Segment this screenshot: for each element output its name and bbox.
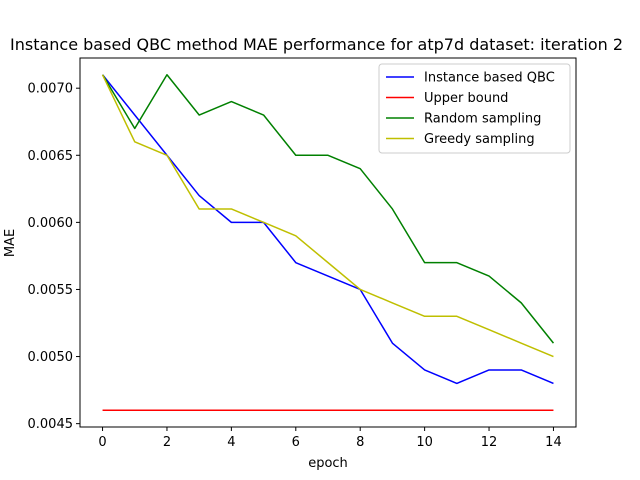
x-tick-label: 4 [227,435,235,450]
series-line-instance-based-qbc [101,74,554,385]
series-group [101,74,555,411]
y-tick-label: 0.0060 [28,216,74,231]
legend: Instance based QBC Upper bound Random samp… [378,63,571,154]
y-tick-label: 0.0065 [28,149,74,164]
x-tick-label: 12 [481,435,498,450]
y-axis-label: MAE [3,229,18,257]
series-line-greedy-sampling [101,74,554,358]
y-axis-ticks: 0.0045 0.0050 0.0055 0.0060 0.0065 0.0070 [28,82,80,432]
legend-label-instance-based-qbc: Instance based QBC [424,71,555,86]
y-tick-label: 0.0070 [28,82,74,97]
series-line-random-sampling [101,74,555,344]
chart-title: Instance based QBC method MAE performanc… [10,35,623,54]
y-tick-label: 0.0045 [28,417,74,432]
x-tick-label: 2 [163,435,171,450]
y-tick-label: 0.0055 [28,283,74,298]
x-tick-label: 10 [416,435,433,450]
legend-label-random-sampling: Random sampling [424,112,541,127]
axes-frame [79,57,577,428]
x-tick-label: 8 [356,435,364,450]
x-axis-ticks: 0 2 4 6 8 10 12 14 [98,427,562,450]
x-tick-label: 14 [545,435,562,450]
x-tick-label: 0 [98,435,106,450]
legend-label-greedy-sampling: Greedy sampling [424,132,535,147]
y-tick-label: 0.0050 [28,350,74,365]
axes-border [79,57,577,428]
legend-box [378,63,571,154]
x-axis-label: epoch [308,456,348,471]
legend-label-upper-bound: Upper bound [424,91,508,106]
x-tick-label: 6 [292,435,300,450]
